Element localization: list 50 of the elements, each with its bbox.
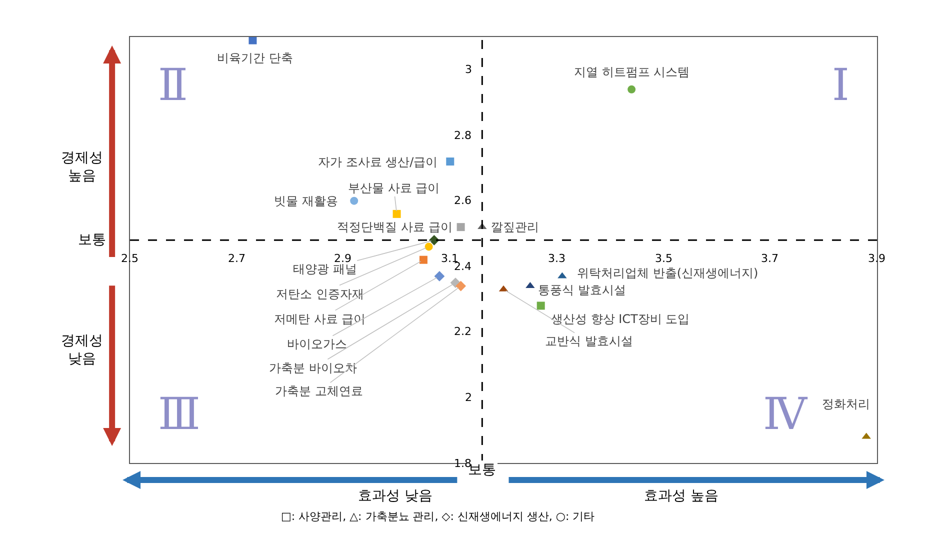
series-label: 위탁처리업체 반출(신재생에너지) [577, 266, 758, 280]
y-tick-label: 2.8 [454, 129, 472, 142]
ref-line-label: 보통 [78, 232, 106, 248]
point [446, 158, 454, 166]
y-tick-label: 2.2 [454, 325, 472, 338]
text: 가축분 바이오차 [269, 361, 357, 375]
series-label: 깔짚관리 [491, 220, 539, 234]
point [392, 210, 401, 218]
series-label: 정화처리 [822, 397, 870, 411]
text: 바이오가스 [287, 337, 347, 351]
point [350, 196, 358, 205]
point [536, 302, 545, 310]
y-tick-label: 2 [465, 391, 472, 404]
series-label: 통풍식 발효시설 [538, 283, 626, 297]
x-tick-label: 2.9 [334, 252, 352, 265]
series-label: 지열 히트펌프 시스템 [574, 65, 690, 79]
x-tick-label: 3.1 [441, 252, 458, 265]
annotation: Ⅰ [832, 60, 850, 111]
text: 저탄소 인증자재 [276, 287, 364, 301]
series-label: 적정단백질 사료 급이 [337, 220, 453, 234]
text: 경제성 높음 [61, 150, 103, 184]
series-label: 부산물 사료 급이 [348, 181, 440, 195]
text: 저메탄 사료 급이 [274, 312, 366, 326]
x-tick-label: 3.5 [655, 252, 672, 265]
point [424, 242, 433, 251]
text: 경제성 낮음 [61, 333, 103, 368]
series-label: 자가 조사료 생산/급이 [318, 155, 438, 169]
series-label: 비육기간 단축 [217, 51, 293, 65]
text: 가축분 고체연료 [275, 384, 363, 398]
text: □: 사양관리, △: 가축분뇨 관리, ◇: 신재생에너지 생산, ○: 기타 [281, 510, 595, 523]
point [456, 223, 465, 232]
annotation: Ⅱ [158, 60, 188, 111]
text: 태양광 패널 [293, 262, 357, 276]
text: 교반식 발효시설 [545, 334, 633, 348]
series-label: 생산성 향상 ICT장비 도입 [551, 312, 690, 326]
x-tick-label: 3.7 [761, 252, 778, 265]
point [434, 271, 445, 282]
point [248, 36, 257, 44]
point [419, 256, 428, 264]
point [456, 280, 466, 292]
y-tick-label: 2.6 [454, 194, 472, 207]
y-tick-label: 3 [465, 63, 472, 76]
annotation: Ⅲ [158, 389, 200, 440]
annotation: Ⅳ [763, 389, 808, 440]
text: 효과성 높음 [644, 488, 718, 504]
series-label: 빗물 재활용 [274, 194, 338, 208]
x-tick-label: 2.7 [228, 252, 246, 265]
text: 효과성 낮음 [358, 488, 432, 504]
point [628, 85, 636, 94]
x-tick-label: 3.3 [548, 252, 566, 265]
